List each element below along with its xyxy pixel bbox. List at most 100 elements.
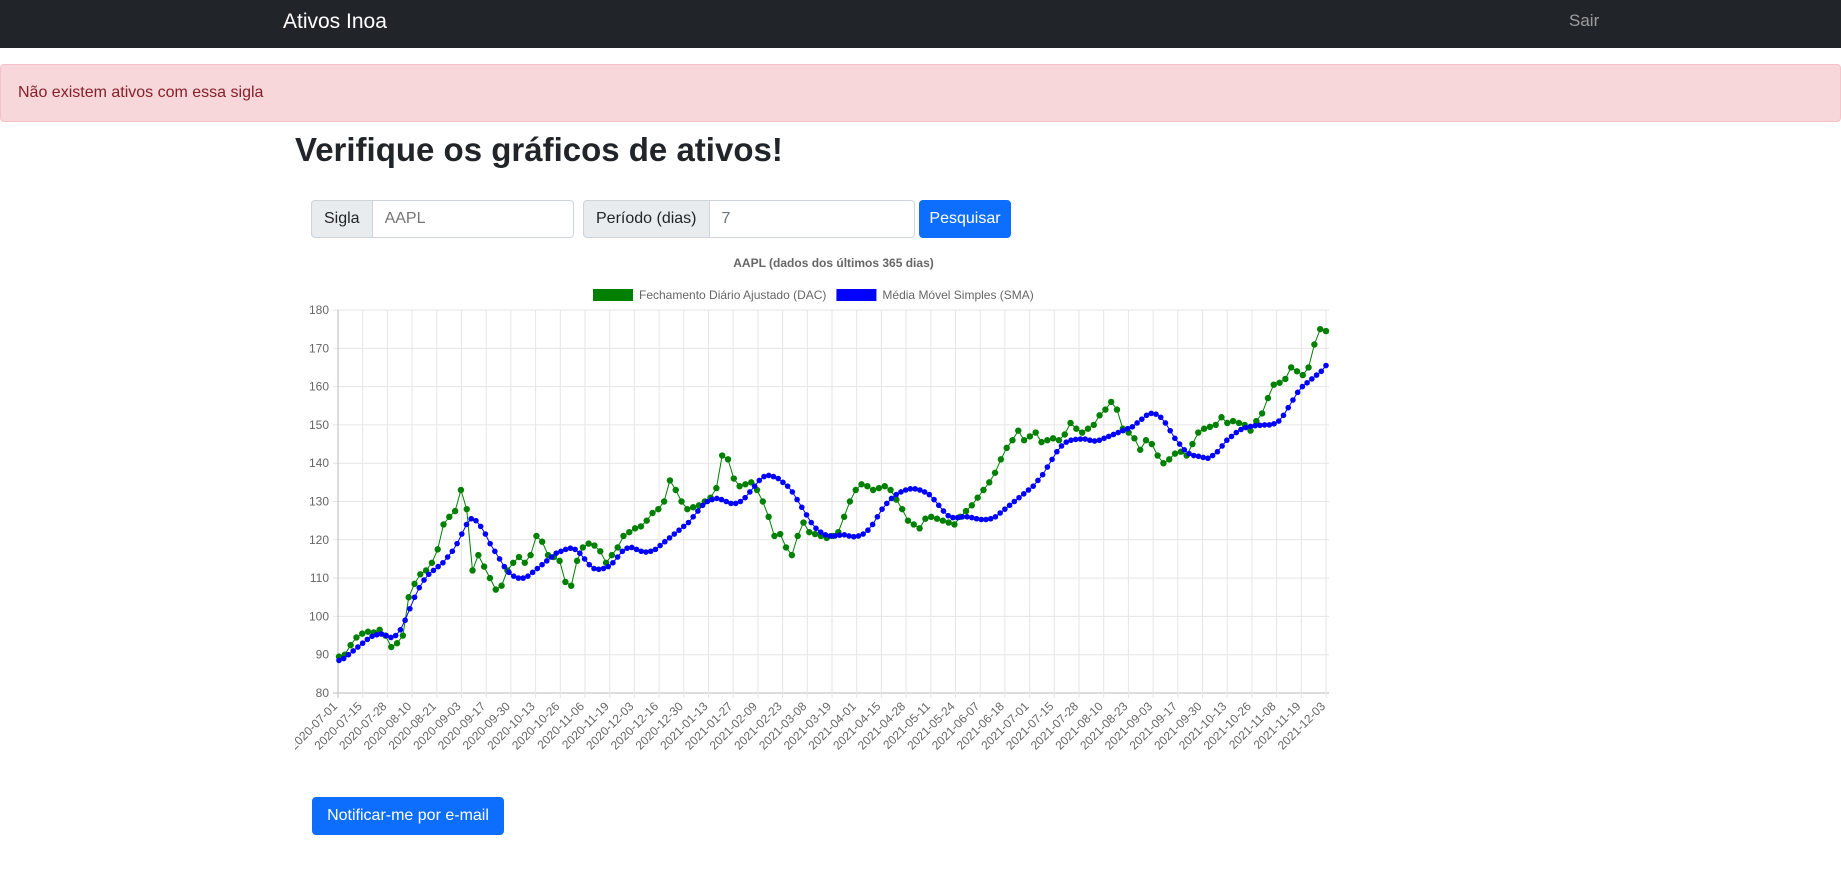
data-point: [469, 567, 476, 574]
search-button[interactable]: Pesquisar: [919, 200, 1011, 238]
data-point: [510, 573, 517, 579]
data-point: [858, 481, 865, 488]
symbol-input[interactable]: [372, 200, 574, 238]
data-point: [672, 486, 679, 494]
data-point: [591, 565, 597, 572]
data-point: [1020, 491, 1027, 497]
data-point: [434, 546, 441, 553]
data-point: [1054, 448, 1060, 455]
data-point: [1115, 429, 1122, 436]
data-point: [397, 627, 404, 633]
data-point: [1299, 371, 1306, 379]
data-point: [1002, 506, 1008, 512]
data-point: [399, 632, 407, 639]
data-point: [1129, 424, 1136, 430]
data-point: [865, 527, 871, 534]
data-point: [1311, 341, 1318, 348]
data-point: [1073, 425, 1080, 432]
data-point: [1072, 436, 1079, 443]
period-input[interactable]: [709, 200, 915, 238]
data-point: [723, 498, 730, 505]
data-point: [1124, 425, 1131, 432]
data-point: [369, 633, 375, 640]
data-point: [1218, 414, 1225, 421]
data-point: [811, 530, 819, 538]
data-point: [912, 486, 918, 492]
data-point: [527, 551, 534, 559]
logout-link[interactable]: Sair: [1569, 11, 1600, 30]
data-point: [1276, 379, 1283, 386]
data-point: [529, 569, 536, 576]
data-point: [637, 523, 645, 530]
data-point: [1264, 394, 1272, 402]
data-point: [1162, 420, 1169, 426]
data-point: [718, 452, 726, 459]
data-point: [435, 563, 441, 570]
data-point: [1096, 437, 1103, 444]
data-point: [600, 565, 607, 572]
data-point: [813, 525, 819, 532]
data-point: [480, 563, 488, 570]
data-point: [986, 479, 993, 486]
data-point: [1228, 433, 1235, 440]
data-point: [678, 498, 685, 505]
data-point: [997, 510, 1003, 516]
data-point: [562, 578, 569, 586]
data-point: [553, 550, 560, 557]
data-point: [699, 502, 706, 509]
y-tick-label: 170: [309, 341, 329, 355]
data-point: [736, 482, 743, 490]
data-point: [950, 514, 956, 521]
data-point: [463, 505, 470, 513]
period-label: Período (dias): [583, 200, 710, 238]
data-point: [463, 521, 470, 528]
data-point: [340, 655, 347, 662]
data-point: [486, 574, 494, 582]
data-point: [931, 496, 937, 503]
data-point: [520, 575, 526, 581]
data-point: [748, 479, 755, 486]
data-point: [817, 529, 824, 535]
data-point: [643, 549, 649, 555]
data-point: [1113, 406, 1121, 413]
data-point: [770, 473, 777, 480]
data-point: [841, 532, 848, 538]
data-point: [799, 504, 805, 511]
data-point: [997, 456, 1005, 463]
data-point: [973, 515, 980, 522]
notify-email-button[interactable]: Notificar-me por e-mail: [312, 797, 504, 835]
data-point: [822, 532, 829, 538]
data-point: [1323, 362, 1329, 369]
data-point: [633, 546, 640, 553]
data-point: [1233, 429, 1240, 436]
data-point: [1205, 455, 1211, 462]
data-point: [850, 533, 857, 540]
data-point: [492, 548, 498, 555]
chart-title: AAPL (dados dos últimos 365 dias): [733, 256, 933, 270]
data-point: [724, 456, 732, 463]
data-point: [1134, 420, 1140, 426]
data-point: [449, 548, 456, 555]
data-point: [962, 507, 970, 515]
data-point: [1247, 427, 1254, 434]
data-point: [577, 550, 583, 557]
data-point: [1290, 397, 1296, 403]
data-point: [608, 551, 616, 559]
data-point: [1067, 419, 1074, 427]
data-point: [742, 494, 748, 501]
symbol-input-group: Sigla: [311, 200, 574, 238]
data-point: [421, 577, 427, 583]
data-point: [444, 554, 451, 560]
data-point: [567, 545, 574, 552]
data-point: [662, 538, 668, 545]
data-point: [806, 528, 813, 536]
brand-link[interactable]: Ativos Inoa: [283, 10, 387, 33]
data-point: [671, 531, 678, 537]
data-point: [1090, 421, 1097, 429]
data-point: [425, 571, 432, 578]
data-point: [917, 487, 923, 493]
data-point: [1282, 375, 1289, 383]
data-point: [383, 632, 390, 639]
period-input-group: Período (dias): [583, 200, 915, 238]
data-point: [572, 546, 578, 553]
